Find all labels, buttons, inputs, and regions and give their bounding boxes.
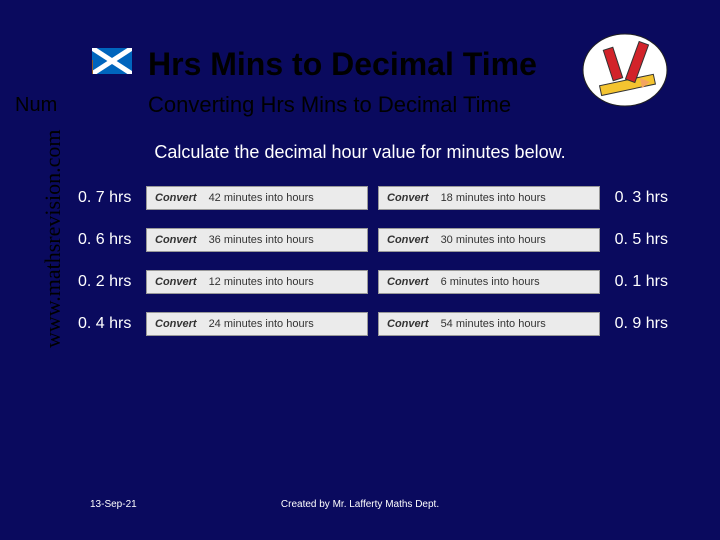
- convert-label: Convert: [155, 318, 197, 330]
- conversion-question: 24 minutes into hours: [209, 318, 314, 330]
- conversion-question: 18 minutes into hours: [441, 192, 546, 204]
- right-answer: 0. 5 hrs: [610, 231, 668, 249]
- left-answer: 0. 6 hrs: [78, 231, 136, 249]
- convert-label: Convert: [387, 192, 429, 204]
- left-answer: 0. 4 hrs: [78, 315, 136, 333]
- right-answer: 0. 3 hrs: [610, 189, 668, 207]
- conversion-row: 0. 6 hrs Convert 36 minutes into hours C…: [78, 228, 680, 252]
- convert-label: Convert: [387, 234, 429, 246]
- conversion-box: Convert 6 minutes into hours: [378, 270, 600, 294]
- conversion-question: 6 minutes into hours: [441, 276, 540, 288]
- convert-label: Convert: [155, 192, 197, 204]
- conversion-question: 36 minutes into hours: [209, 234, 314, 246]
- convert-label: Convert: [155, 276, 197, 288]
- conversion-question: 42 minutes into hours: [209, 192, 314, 204]
- maths-tools-icon: [580, 30, 670, 110]
- instruction-text: Calculate the decimal hour value for min…: [0, 142, 720, 163]
- conversion-box: Convert 18 minutes into hours: [378, 186, 600, 210]
- slide-title: Hrs Mins to Decimal Time: [148, 46, 537, 83]
- left-answer: 0. 7 hrs: [78, 189, 136, 207]
- sidebar-website: www.mathsrevision.com: [40, 129, 66, 348]
- right-answer: 0. 9 hrs: [610, 315, 668, 333]
- conversion-box: Convert 36 minutes into hours: [146, 228, 368, 252]
- right-answer: 0. 1 hrs: [610, 273, 668, 291]
- conversion-box: Convert 42 minutes into hours: [146, 186, 368, 210]
- conversion-box: Convert 30 minutes into hours: [378, 228, 600, 252]
- slide-subtitle: Converting Hrs Mins to Decimal Time: [148, 92, 511, 118]
- conversion-question: 30 minutes into hours: [441, 234, 546, 246]
- conversion-box: Convert 12 minutes into hours: [146, 270, 368, 294]
- left-answer: 0. 2 hrs: [78, 273, 136, 291]
- conversion-question: 54 minutes into hours: [441, 318, 546, 330]
- conversion-grid: 0. 7 hrs Convert 42 minutes into hours C…: [78, 186, 680, 354]
- convert-label: Convert: [387, 318, 429, 330]
- conversion-row: 0. 7 hrs Convert 42 minutes into hours C…: [78, 186, 680, 210]
- num-label: Num: [15, 94, 57, 117]
- conversion-box: Convert 54 minutes into hours: [378, 312, 600, 336]
- footer-credit: Created by Mr. Lafferty Maths Dept.: [0, 499, 720, 510]
- saltire-flag-icon: [92, 48, 132, 74]
- conversion-row: 0. 2 hrs Convert 12 minutes into hours C…: [78, 270, 680, 294]
- conversion-row: 0. 4 hrs Convert 24 minutes into hours C…: [78, 312, 680, 336]
- convert-label: Convert: [387, 276, 429, 288]
- conversion-box: Convert 24 minutes into hours: [146, 312, 368, 336]
- conversion-question: 12 minutes into hours: [209, 276, 314, 288]
- convert-label: Convert: [155, 234, 197, 246]
